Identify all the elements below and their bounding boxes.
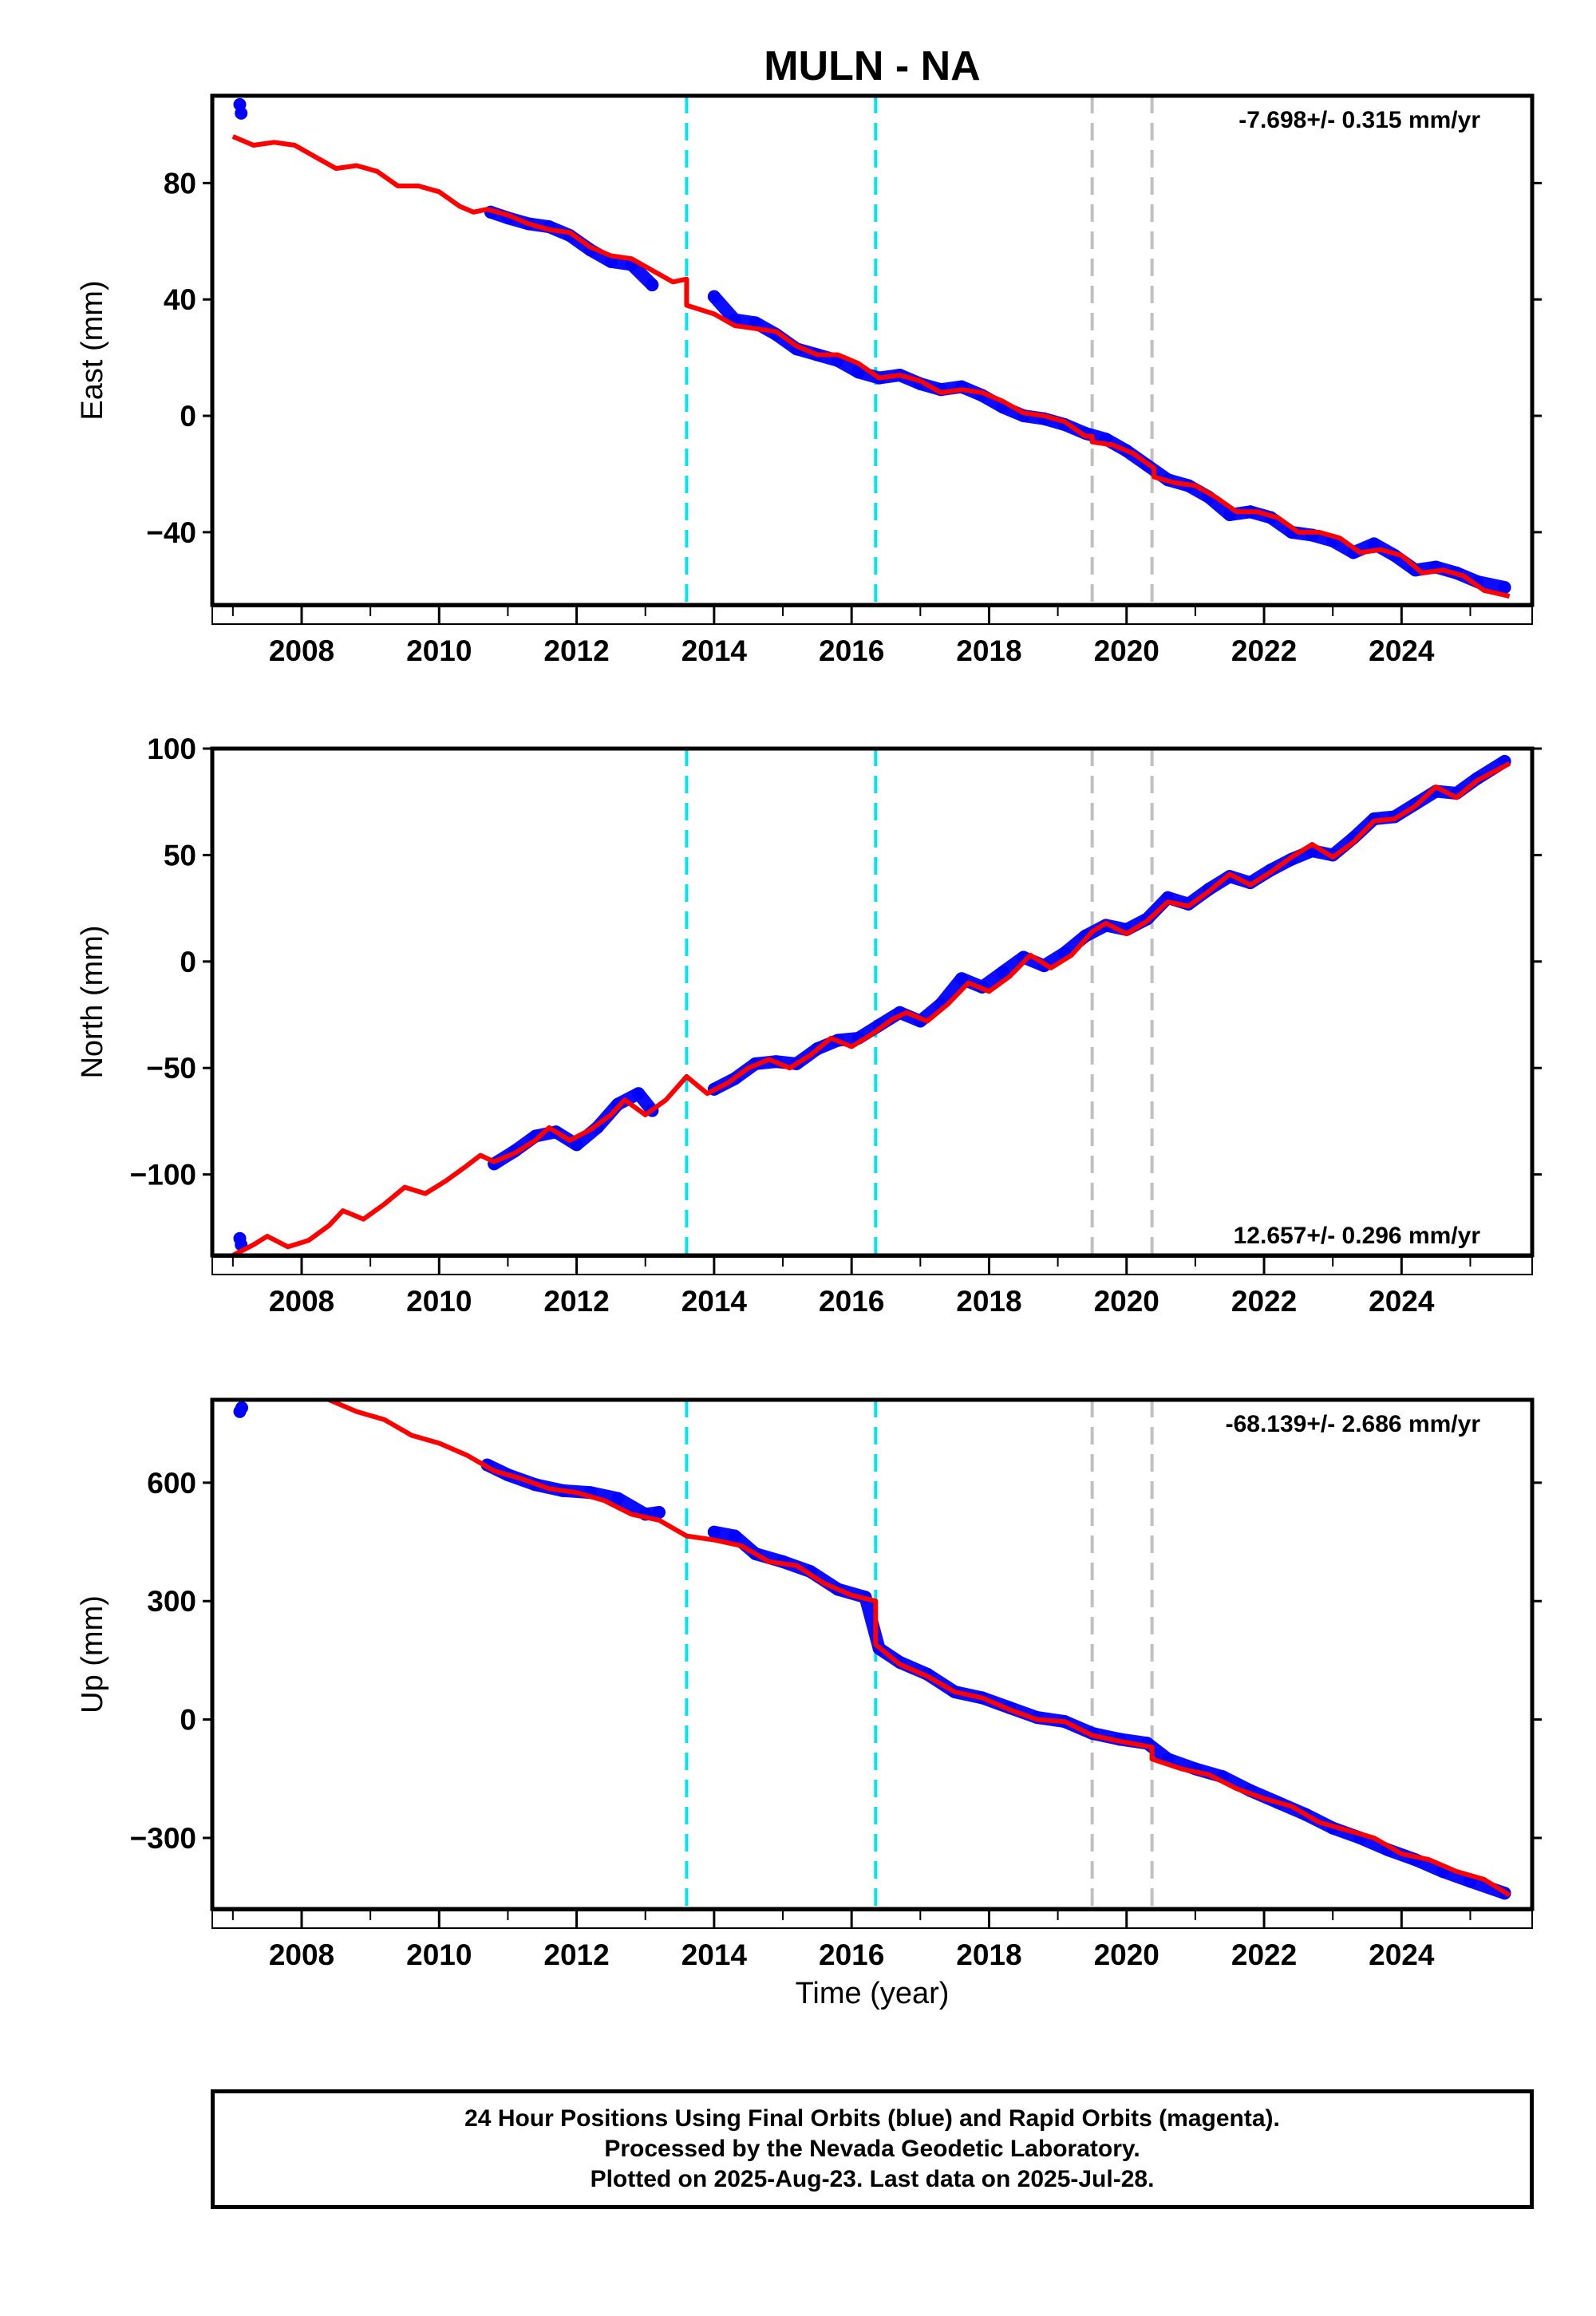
east-x-tick-label-0: 2008: [269, 634, 334, 667]
up-plot-area: [233, 1400, 1511, 1900]
north-x-tick-label-7: 2022: [1231, 1285, 1297, 1318]
east-x-tick-label-1: 2010: [406, 634, 472, 667]
up-x-tick-label-4: 2016: [819, 1939, 884, 1971]
east-panel: 80 40 0 −40 2008 2010 2012 2014 2016 2018 2020 2022…: [76, 93, 1542, 667]
north-x-tick-label-0: 2008: [269, 1285, 334, 1318]
north-plot-area: [231, 755, 1511, 1255]
up-data-point-9: [652, 1506, 666, 1519]
north-x-axis-frame: [211, 1256, 1533, 1275]
north-panel: 100 50 0 −50 −100 2008 2010 2012 2014 2016 2018 202…: [76, 733, 1542, 1318]
up-data-point-11: [728, 1529, 741, 1543]
east-y-axis-label: East (mm): [76, 280, 109, 420]
north-x-tick-label-2: 2012: [543, 1285, 609, 1318]
up-y-tick-label-0: 600: [147, 1467, 196, 1500]
up-x-tick-label-8: 2024: [1369, 1939, 1435, 1971]
north-data-point-9: [632, 1087, 646, 1101]
north-y-tick-label-2: 0: [180, 946, 196, 978]
east-observation-band-1: [484, 205, 659, 291]
footer-line-1: 24 Hour Positions Using Final Orbits (bl…: [464, 2105, 1280, 2132]
east-y-tick-label-1: 40: [164, 283, 196, 316]
east-y-tick-label-3: −40: [146, 516, 196, 549]
up-x-tick-label-1: 2010: [406, 1939, 472, 1971]
north-data-point-25: [996, 966, 1009, 979]
footer-line-2: Processed by the Nevada Geodetic Laborat…: [604, 2136, 1140, 2162]
up-x-tick-label-3: 2014: [681, 1939, 748, 1971]
up-data-point-1: [235, 1401, 248, 1414]
north-data-point-23: [955, 972, 968, 986]
up-x-tick-label-6: 2020: [1094, 1939, 1159, 1971]
east-data-point-11: [707, 290, 721, 303]
north-y-tick-label-4: −100: [130, 1159, 196, 1192]
up-data-point-10: [707, 1525, 721, 1539]
north-y-tick-label-1: 50: [164, 839, 196, 871]
east-x-tick-label-6: 2020: [1094, 634, 1159, 667]
north-x-tick-label-1: 2010: [406, 1285, 472, 1318]
up-x-tick-label-7: 2022: [1231, 1939, 1297, 1971]
x-axis-label: Time (year): [796, 1977, 950, 2010]
east-data-point-18: [851, 366, 865, 379]
east-x-tick-label-3: 2014: [681, 634, 748, 667]
up-rate-label: -68.139+/- 2.686 mm/yr: [1226, 1411, 1481, 1437]
north-x-tick-label-5: 2018: [956, 1285, 1021, 1318]
up-data-point-7: [611, 1492, 625, 1505]
east-y-tick-label-0: 80: [164, 167, 196, 200]
east-data-point-10: [646, 279, 659, 291]
east-data-point-43: [1367, 537, 1381, 551]
east-x-tick-label-8: 2024: [1369, 634, 1435, 667]
up-plot-frame: [210, 1397, 1535, 1911]
up-y-axis-label: Up (mm): [76, 1595, 109, 1713]
east-x-tick-label-4: 2016: [819, 634, 884, 667]
up-x-tick-label-5: 2018: [956, 1939, 1021, 1971]
east-x-axis-frame: [211, 606, 1533, 625]
north-data-point-6: [570, 1138, 583, 1152]
north-y-tick-label-0: 100: [147, 733, 196, 765]
up-x-tick-label-0: 2008: [269, 1939, 334, 1971]
up-x-axis-frame: [211, 1910, 1533, 1929]
footer-line-3: Plotted on 2025-Aug-23. Last data on 202…: [590, 2166, 1155, 2192]
east-x-tick-label-5: 2018: [956, 634, 1021, 667]
north-plot-frame: [210, 746, 1535, 1258]
figure-title: MULN - NA: [764, 43, 981, 89]
north-x-tick-label-3: 2014: [681, 1285, 748, 1318]
east-plot-area: [231, 97, 1511, 599]
east-plot-frame: [210, 93, 1535, 607]
east-rate-label: -7.698+/- 0.315 mm/yr: [1238, 107, 1480, 133]
up-y-tick-label-1: 300: [147, 1585, 196, 1618]
east-x-tick-label-7: 2022: [1231, 634, 1297, 667]
up-x-tick-label-2: 2012: [543, 1939, 609, 1971]
east-data-point-1: [235, 106, 248, 120]
east-data-point-49: [1498, 581, 1511, 595]
up-y-tick-label-2: 0: [180, 1704, 196, 1737]
north-rate-label: 12.657+/- 0.296 mm/yr: [1234, 1223, 1481, 1249]
north-model-line: [231, 761, 1511, 1255]
up-y-tick-label-3: −300: [130, 1822, 196, 1855]
north-x-tick-label-4: 2016: [819, 1285, 884, 1318]
north-x-tick-label-8: 2024: [1369, 1285, 1435, 1318]
east-y-tick-label-2: 0: [180, 400, 196, 433]
up-panel: 600 300 0 −300 2008 2010 2012 2014 2016 2018 2020 2…: [76, 1397, 1542, 1971]
north-y-axis-label: North (mm): [76, 925, 109, 1078]
east-model-line: [231, 134, 1511, 599]
north-x-tick-label-6: 2020: [1094, 1285, 1159, 1318]
up-model-line: [328, 1400, 1511, 1898]
footer-caption-box: 24 Hour Positions Using Final Orbits (bl…: [211, 2089, 1534, 2209]
north-y-tick-label-3: −50: [146, 1052, 196, 1085]
east-x-tick-label-2: 2012: [543, 634, 609, 667]
